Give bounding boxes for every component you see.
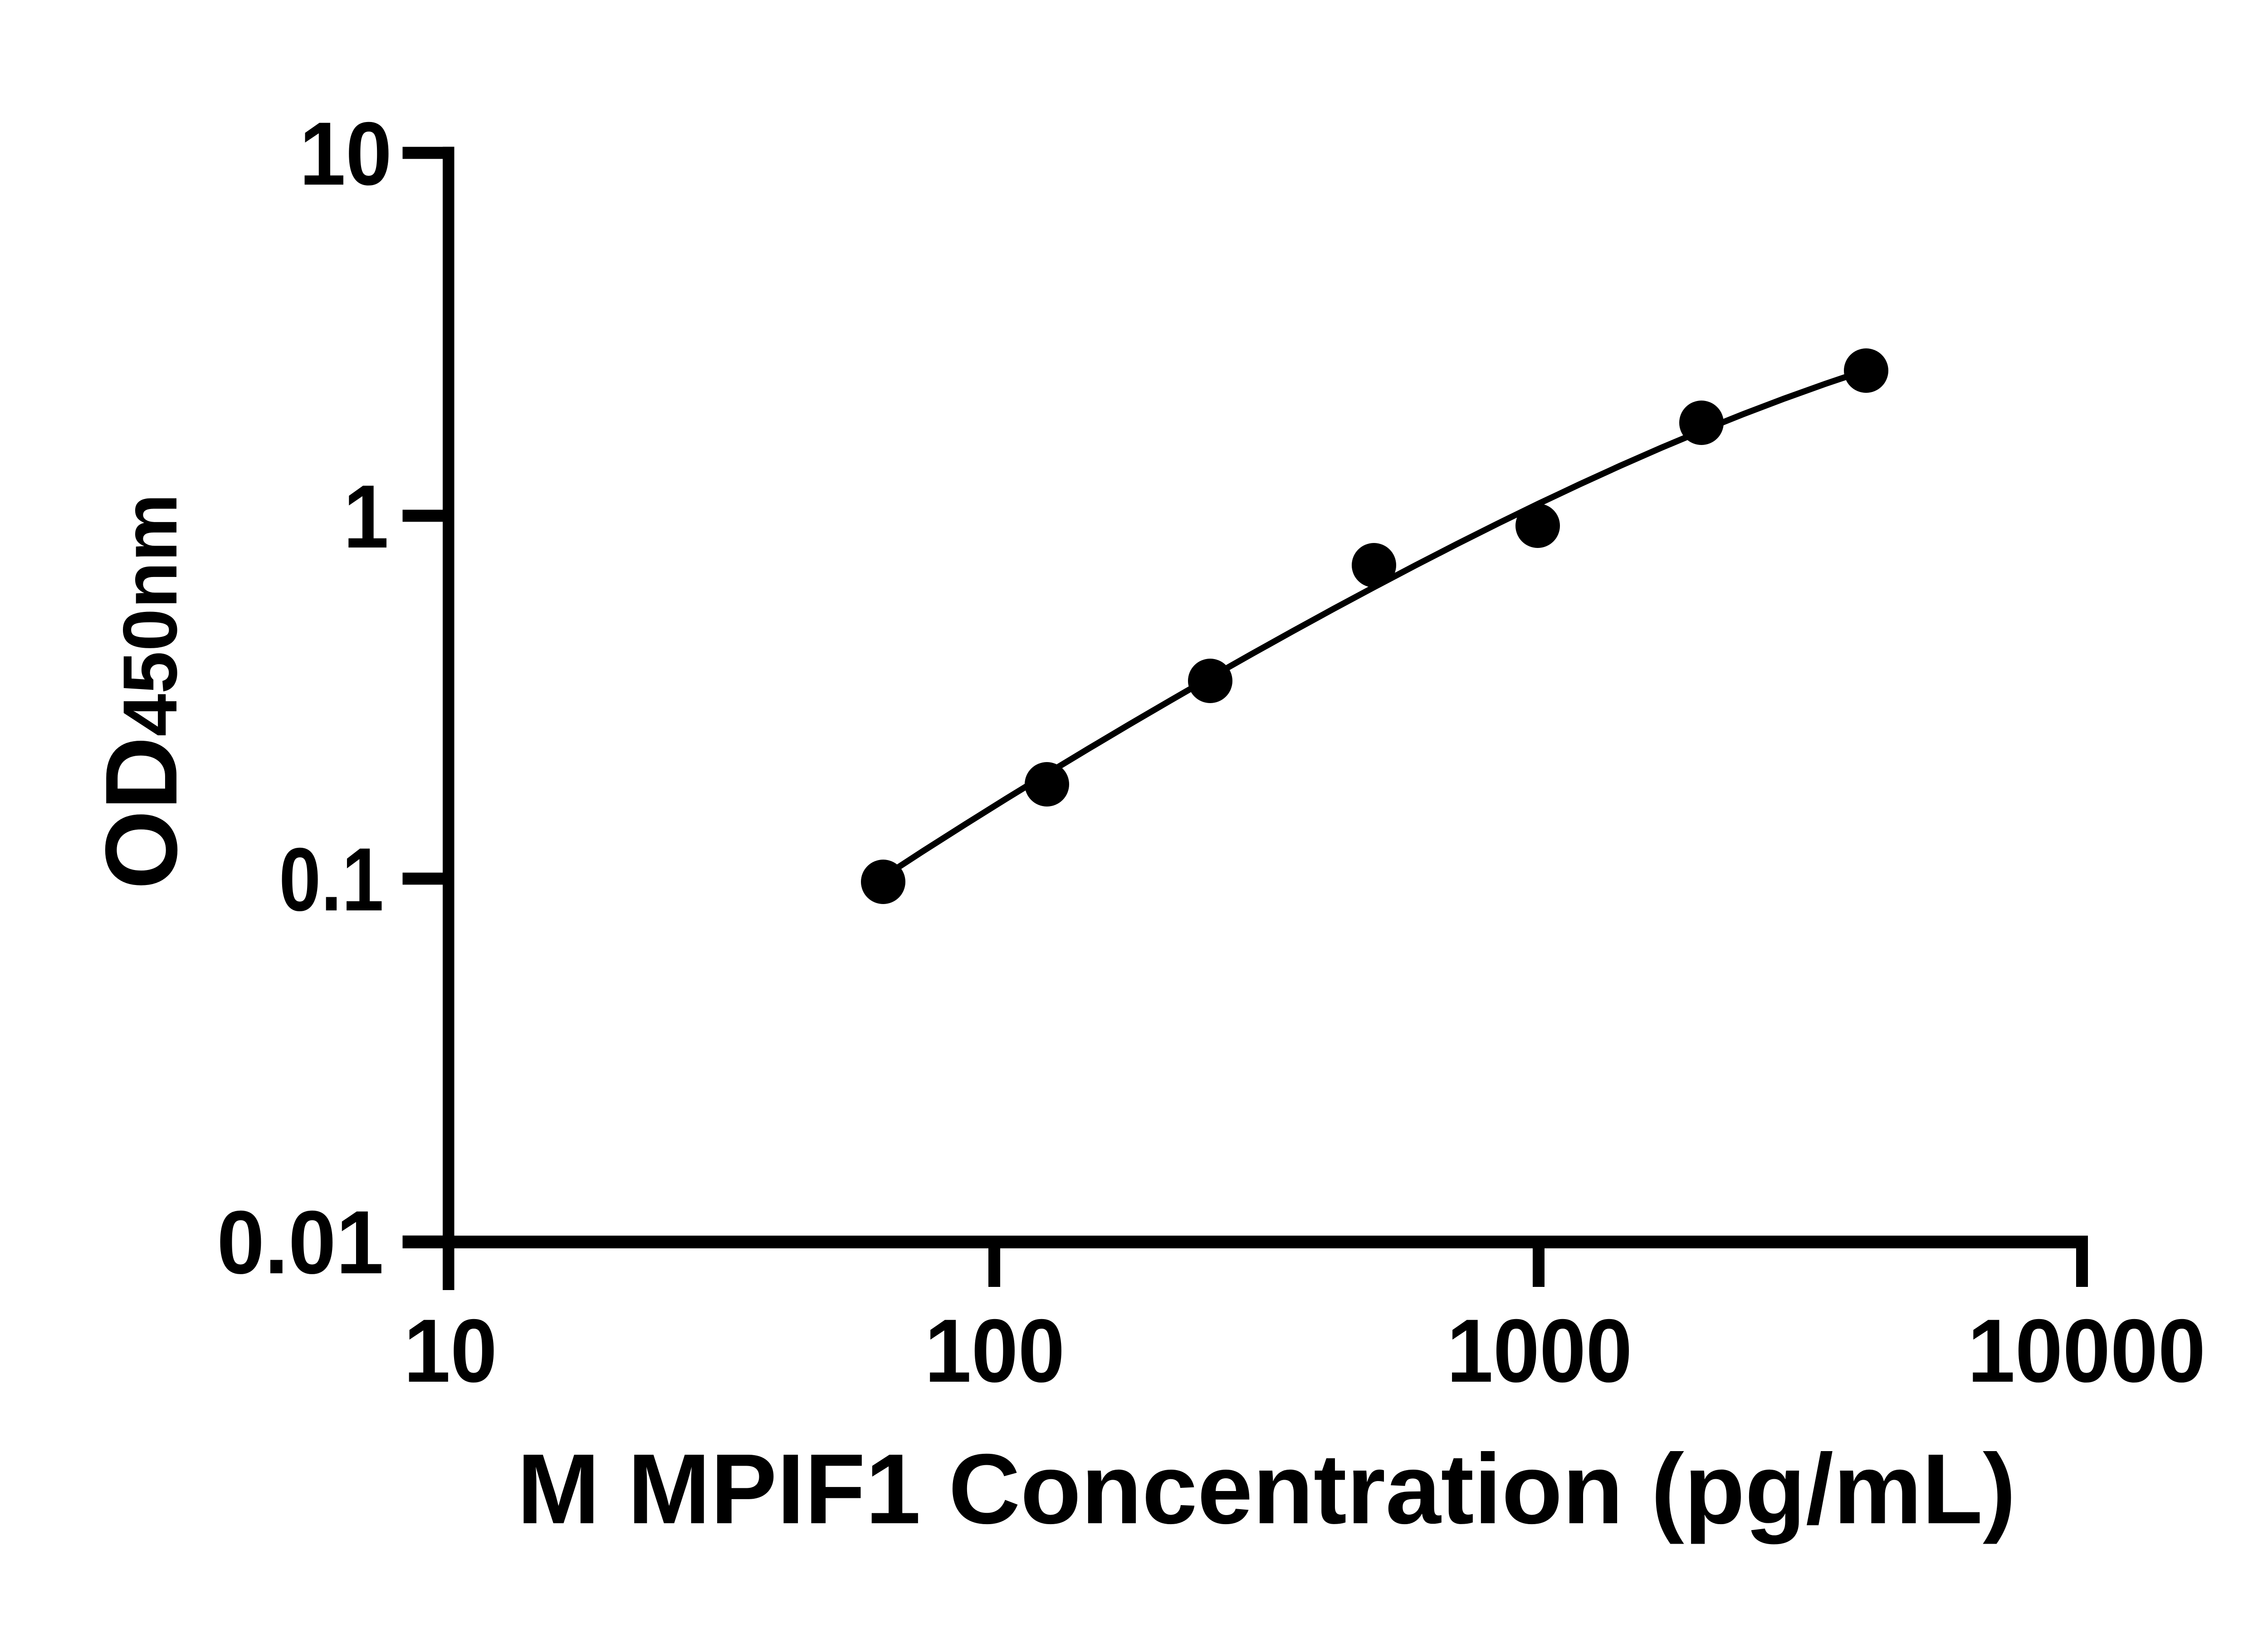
svg-text:10: 10	[299, 103, 392, 204]
svg-text:10000: 10000	[1968, 1301, 2206, 1401]
svg-text:1000: 1000	[1447, 1301, 1633, 1401]
svg-text:0.01: 0.01	[217, 1192, 384, 1292]
svg-text:1: 1	[343, 466, 389, 567]
svg-text:100: 100	[925, 1301, 1065, 1401]
svg-text:M MPIF1 Concentration (pg/mL): M MPIF1 Concentration (pg/mL)	[517, 1433, 2016, 1545]
svg-text:OD450nm: OD450nm	[84, 494, 198, 890]
svg-text:0.1: 0.1	[279, 829, 384, 929]
svg-text:10: 10	[404, 1301, 497, 1401]
